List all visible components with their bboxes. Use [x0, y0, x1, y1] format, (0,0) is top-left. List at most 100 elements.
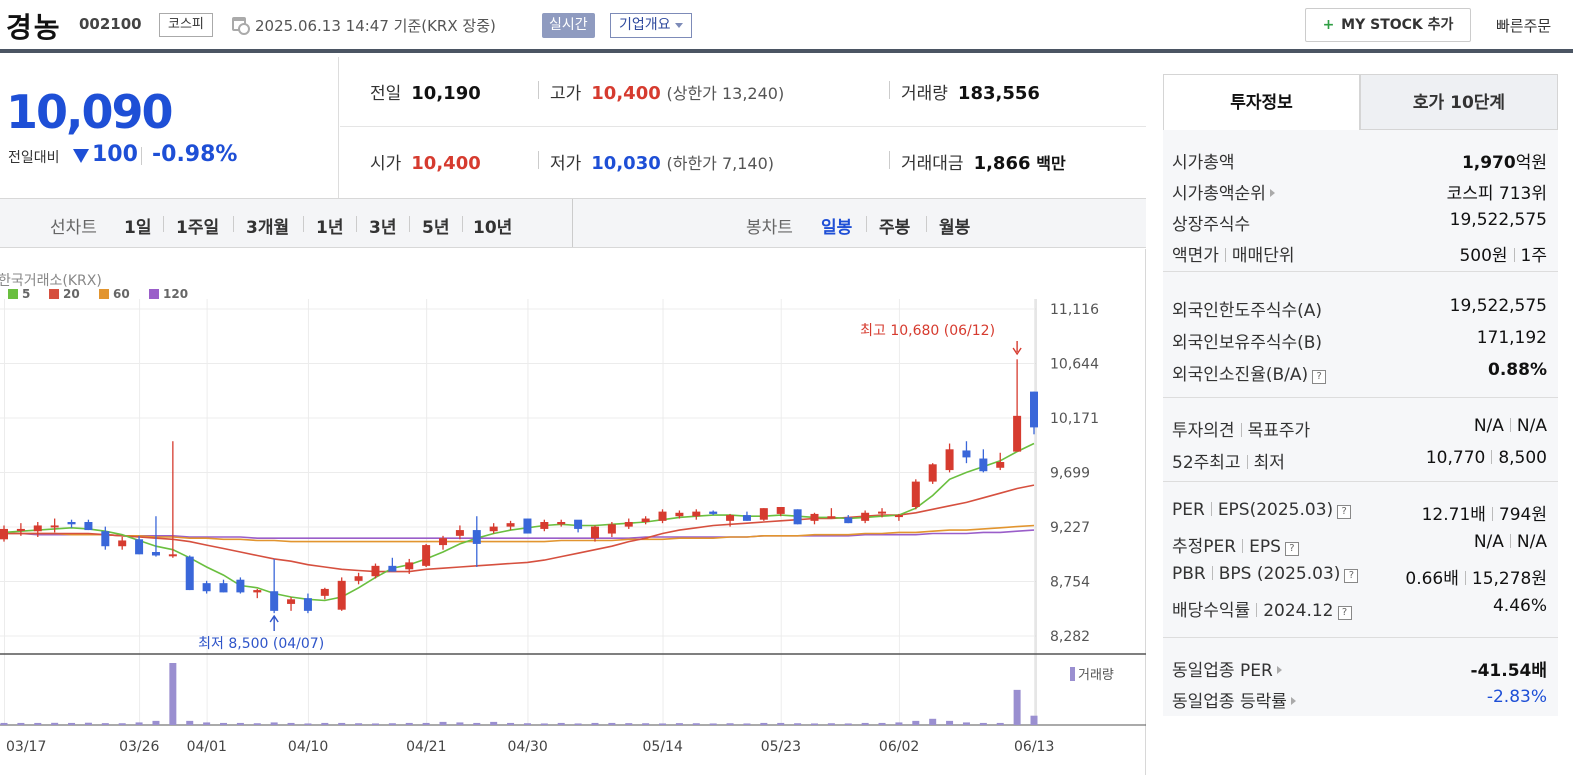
ma5-line	[3, 442, 1035, 602]
candle-body	[135, 539, 144, 555]
panel-row: 액면가 매매단위 500원 1주	[1163, 237, 1558, 267]
divider	[1224, 248, 1226, 262]
candle-body	[439, 538, 448, 546]
volume-bar	[17, 722, 25, 725]
candle-monthly[interactable]: 월봉	[939, 218, 971, 238]
help-icon[interactable]: ?	[1337, 505, 1352, 519]
tab-order-book[interactable]: 호가 10단계	[1360, 74, 1558, 130]
divider	[1246, 455, 1248, 469]
panel-row[interactable]: 시가총액순위 코스피 713위	[1163, 175, 1558, 205]
candle-weekly[interactable]: 주봉	[879, 218, 911, 238]
pbr-text: PBR	[1172, 564, 1206, 584]
trade-unit-label: 매매단위	[1231, 246, 1295, 266]
x-tick-label: 04/10	[288, 739, 328, 755]
period-10y[interactable]: 10년	[473, 218, 513, 238]
foreign-limit-label: 외국인한도주식수(A)	[1172, 301, 1323, 321]
legend-swatch	[49, 289, 59, 299]
volume-bar	[608, 722, 616, 725]
volume-bar	[473, 722, 481, 725]
candle-body	[236, 579, 245, 593]
par-label: 액면가	[1172, 246, 1219, 266]
y-tick-label: 10,171	[1050, 411, 1099, 427]
volume-bar	[777, 722, 785, 725]
add-mystock-button[interactable]: + MY STOCK 추가	[1305, 8, 1471, 42]
candle-body	[827, 516, 836, 519]
est-per-value: N/A N/A	[1474, 532, 1547, 552]
x-tick-label: 03/17	[6, 739, 46, 755]
period-3y[interactable]: 3년	[369, 218, 397, 238]
dividend-period: 2024.12	[1263, 601, 1334, 621]
candle-body	[472, 530, 481, 544]
52w-high-label: 52주최고	[1172, 453, 1241, 473]
help-icon[interactable]: ?	[1312, 370, 1327, 384]
volume-bar	[203, 722, 211, 725]
quick-order-link[interactable]: 빠른주문	[1496, 17, 1552, 35]
candle-body	[692, 511, 701, 517]
industry-section: 동일업종 PER -41.54배 동일업종 등락률 -2.83%	[1163, 638, 1558, 712]
help-icon[interactable]: ?	[1344, 569, 1359, 583]
divider	[356, 216, 357, 232]
candle-body	[557, 522, 566, 525]
volume-bar	[760, 722, 768, 725]
period-5y[interactable]: 5년	[422, 218, 450, 238]
legend-label: 120	[163, 287, 188, 301]
divider	[141, 147, 142, 165]
foreign-ratio-label: 외국인소진율(B/A)?	[1172, 360, 1327, 385]
candle-body	[371, 565, 380, 577]
y-tick-label: 11,116	[1050, 302, 1099, 318]
market-cap-label: 시가총액	[1172, 153, 1235, 173]
x-tick-label: 06/13	[1014, 739, 1054, 755]
52w-low-value: 8,500	[1498, 448, 1547, 468]
period-1w[interactable]: 1주일	[176, 218, 220, 238]
tab-investment-info[interactable]: 투자정보	[1163, 74, 1360, 130]
volume-bar	[304, 723, 312, 725]
volume-bar	[878, 722, 886, 725]
volume-bar	[287, 722, 295, 725]
help-icon[interactable]: ?	[1337, 606, 1352, 620]
panel-row[interactable]: 동일업종 PER -41.54배	[1163, 652, 1558, 682]
volume-bar	[169, 663, 177, 725]
industry-change-link[interactable]: 동일업종 등락률	[1172, 687, 1296, 712]
help-icon[interactable]: ?	[1284, 542, 1299, 556]
amount-label: 거래대금	[901, 154, 964, 174]
chevron-right-icon	[1276, 666, 1282, 674]
stock-chart[interactable]: 11,116 10,644 10,171 9,699 9,227 8,754 8,282 한국…	[0, 249, 1146, 775]
par-value: 500원	[1459, 246, 1508, 266]
volume-bar	[118, 723, 126, 725]
pbr-label: PBR BPS (2025.03)?	[1172, 564, 1359, 584]
ma60-line	[4, 524, 1035, 543]
candle-daily[interactable]: 일봉	[821, 218, 853, 238]
lower-limit: (하한가 7,140)	[666, 154, 775, 173]
volume-legend-label: 거래량	[1078, 668, 1114, 683]
candle-body	[168, 554, 177, 557]
industry-per-number: -41.54배	[1470, 661, 1547, 681]
candle-body	[151, 552, 160, 556]
open-value: 10,400	[411, 153, 481, 174]
period-3m[interactable]: 3개월	[246, 218, 290, 238]
market-cap-rank-label: 시가총액순위	[1172, 184, 1266, 204]
volume-bar	[659, 723, 667, 725]
candle-body	[574, 519, 583, 529]
industry-per-link[interactable]: 동일업종 PER	[1172, 656, 1282, 681]
panel-row: 외국인보유주식수(B) 171,192	[1163, 324, 1558, 354]
line-chart-label: 선차트	[50, 218, 97, 238]
chart-canvas[interactable]: 11,116 10,644 10,171 9,699 9,227 8,754 8,282 한국…	[0, 249, 1146, 775]
min-arrow-head	[269, 614, 279, 623]
x-tick-label: 05/14	[643, 739, 683, 755]
volume-bar	[152, 720, 160, 725]
quote-row: 시가 10,400 저가 10,030 (하한가 7,140) 거래대금 1,866 …	[340, 127, 1146, 197]
realtime-button[interactable]: 실시간	[542, 13, 595, 38]
volume-bar	[861, 722, 869, 725]
candle-body	[945, 449, 954, 471]
company-info-dropdown[interactable]: 기업개요	[610, 13, 692, 38]
add-mystock-label: MY STOCK 추가	[1341, 17, 1454, 33]
candle-body	[303, 598, 312, 611]
panel-row[interactable]: 동일업종 등락률 -2.83%	[1163, 683, 1558, 713]
period-1y[interactable]: 1년	[316, 218, 344, 238]
candle-body	[185, 556, 194, 591]
market-cap-rank-link[interactable]: 시가총액순위	[1172, 179, 1275, 204]
volume-bar	[0, 722, 8, 725]
candle-body	[810, 513, 819, 521]
divider	[1509, 534, 1511, 548]
period-1d[interactable]: 1일	[124, 218, 152, 238]
